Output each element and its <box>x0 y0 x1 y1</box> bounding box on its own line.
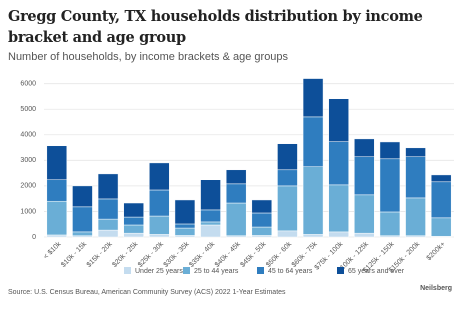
bar-segment <box>430 174 452 183</box>
bar-segment <box>149 189 170 217</box>
y-tick-label: 6000 <box>20 81 36 88</box>
bar-segment <box>379 211 401 236</box>
x-tick-label: $25k - 30k <box>137 240 165 268</box>
bar-segment <box>72 185 93 208</box>
bar-segment <box>277 143 298 171</box>
bar-segment <box>251 226 273 236</box>
x-tick-label: $10k - 15k <box>60 240 88 268</box>
x-tick-label: < $10k <box>43 240 63 260</box>
bar-segment <box>328 141 349 186</box>
bar-segment <box>200 209 221 223</box>
bar-segment <box>200 221 221 226</box>
y-tick-label: 3000 <box>20 157 36 164</box>
legend-swatch <box>257 267 264 274</box>
bar-segment <box>174 227 196 236</box>
bar-segment <box>302 78 324 118</box>
bar-segment <box>174 199 196 225</box>
bar-segment <box>354 232 375 238</box>
bar-segment <box>200 224 221 238</box>
bar-segment <box>123 216 144 226</box>
bar-segment <box>149 162 170 191</box>
x-tick-label: $15k - 20k <box>86 240 114 268</box>
x-tick-label: $50k - 60k <box>265 240 293 268</box>
x-tick-label: $45k - 50k <box>239 240 267 268</box>
legend-label: 45 to 64 years <box>268 268 313 275</box>
chart-title: Gregg County, TX households distribution… <box>8 8 423 46</box>
bar-segment <box>251 199 273 214</box>
x-tick-label: $20k - 25k <box>111 240 139 268</box>
legend-label: 65 years and over <box>348 268 405 275</box>
bar-segment <box>97 173 119 200</box>
bar-segment <box>97 198 119 220</box>
brand-logo: Neilsberg <box>420 285 452 292</box>
bar-segment <box>225 169 247 185</box>
legend-label: Under 25 years <box>135 268 183 275</box>
bar-segment <box>328 184 349 233</box>
bar-segment <box>354 156 375 196</box>
bar-segment <box>302 234 324 238</box>
legend-swatch <box>337 267 344 274</box>
bar-segment <box>379 158 401 213</box>
bar-segment <box>302 166 324 235</box>
bar-segment <box>97 218 119 231</box>
y-tick-label: 0 <box>32 234 36 241</box>
bar-segment <box>46 179 68 202</box>
bar-segment <box>174 223 196 229</box>
bar-segment <box>200 179 221 211</box>
bar-segment <box>97 229 119 238</box>
bar-segment <box>277 230 298 238</box>
bar-segment <box>251 212 273 228</box>
bar-segment <box>149 215 170 235</box>
x-tick-label: $35k - 40k <box>188 240 216 268</box>
bar-segment <box>328 98 349 142</box>
bar-segment <box>405 197 426 236</box>
bar-segment <box>46 200 68 236</box>
y-tick-label: 1000 <box>20 208 36 215</box>
y-tick-label: 5000 <box>20 106 36 113</box>
bar-segment <box>72 206 93 233</box>
bar-segment <box>354 138 375 158</box>
bar-segment <box>354 194 375 234</box>
x-tick-label: $30k - 35k <box>163 240 191 268</box>
bar-segment <box>149 234 170 238</box>
legend-label: 25 to 44 years <box>194 268 239 275</box>
bar-segment <box>225 183 247 204</box>
y-tick-label: 2000 <box>20 183 36 190</box>
bar-segment <box>379 141 401 160</box>
bar-segment <box>277 169 298 187</box>
bar-segment <box>430 217 452 237</box>
bar-segment <box>123 224 144 234</box>
y-tick-label: 4000 <box>20 132 36 139</box>
x-tick-label: $40k - 45k <box>214 240 242 268</box>
legend-swatch <box>124 267 131 274</box>
legend-swatch <box>183 267 190 274</box>
bar-segment <box>405 156 426 199</box>
x-tick-label: $200k+ <box>426 241 447 262</box>
bar-segment <box>277 185 298 232</box>
bar-segment <box>123 202 144 218</box>
bar-segment <box>430 181 452 219</box>
bar-segment <box>225 202 247 236</box>
bar-segment <box>72 231 93 236</box>
bar-segment <box>123 232 144 238</box>
bar-segment <box>46 234 68 238</box>
bar-segment <box>302 116 324 167</box>
bar-segment <box>46 145 68 181</box>
chart-subtitle: Number of households, by income brackets… <box>8 51 289 63</box>
bar-segment <box>328 231 349 238</box>
bar-segment <box>405 147 426 158</box>
source: Source: U.S. Census Bureau, American Com… <box>8 289 286 296</box>
